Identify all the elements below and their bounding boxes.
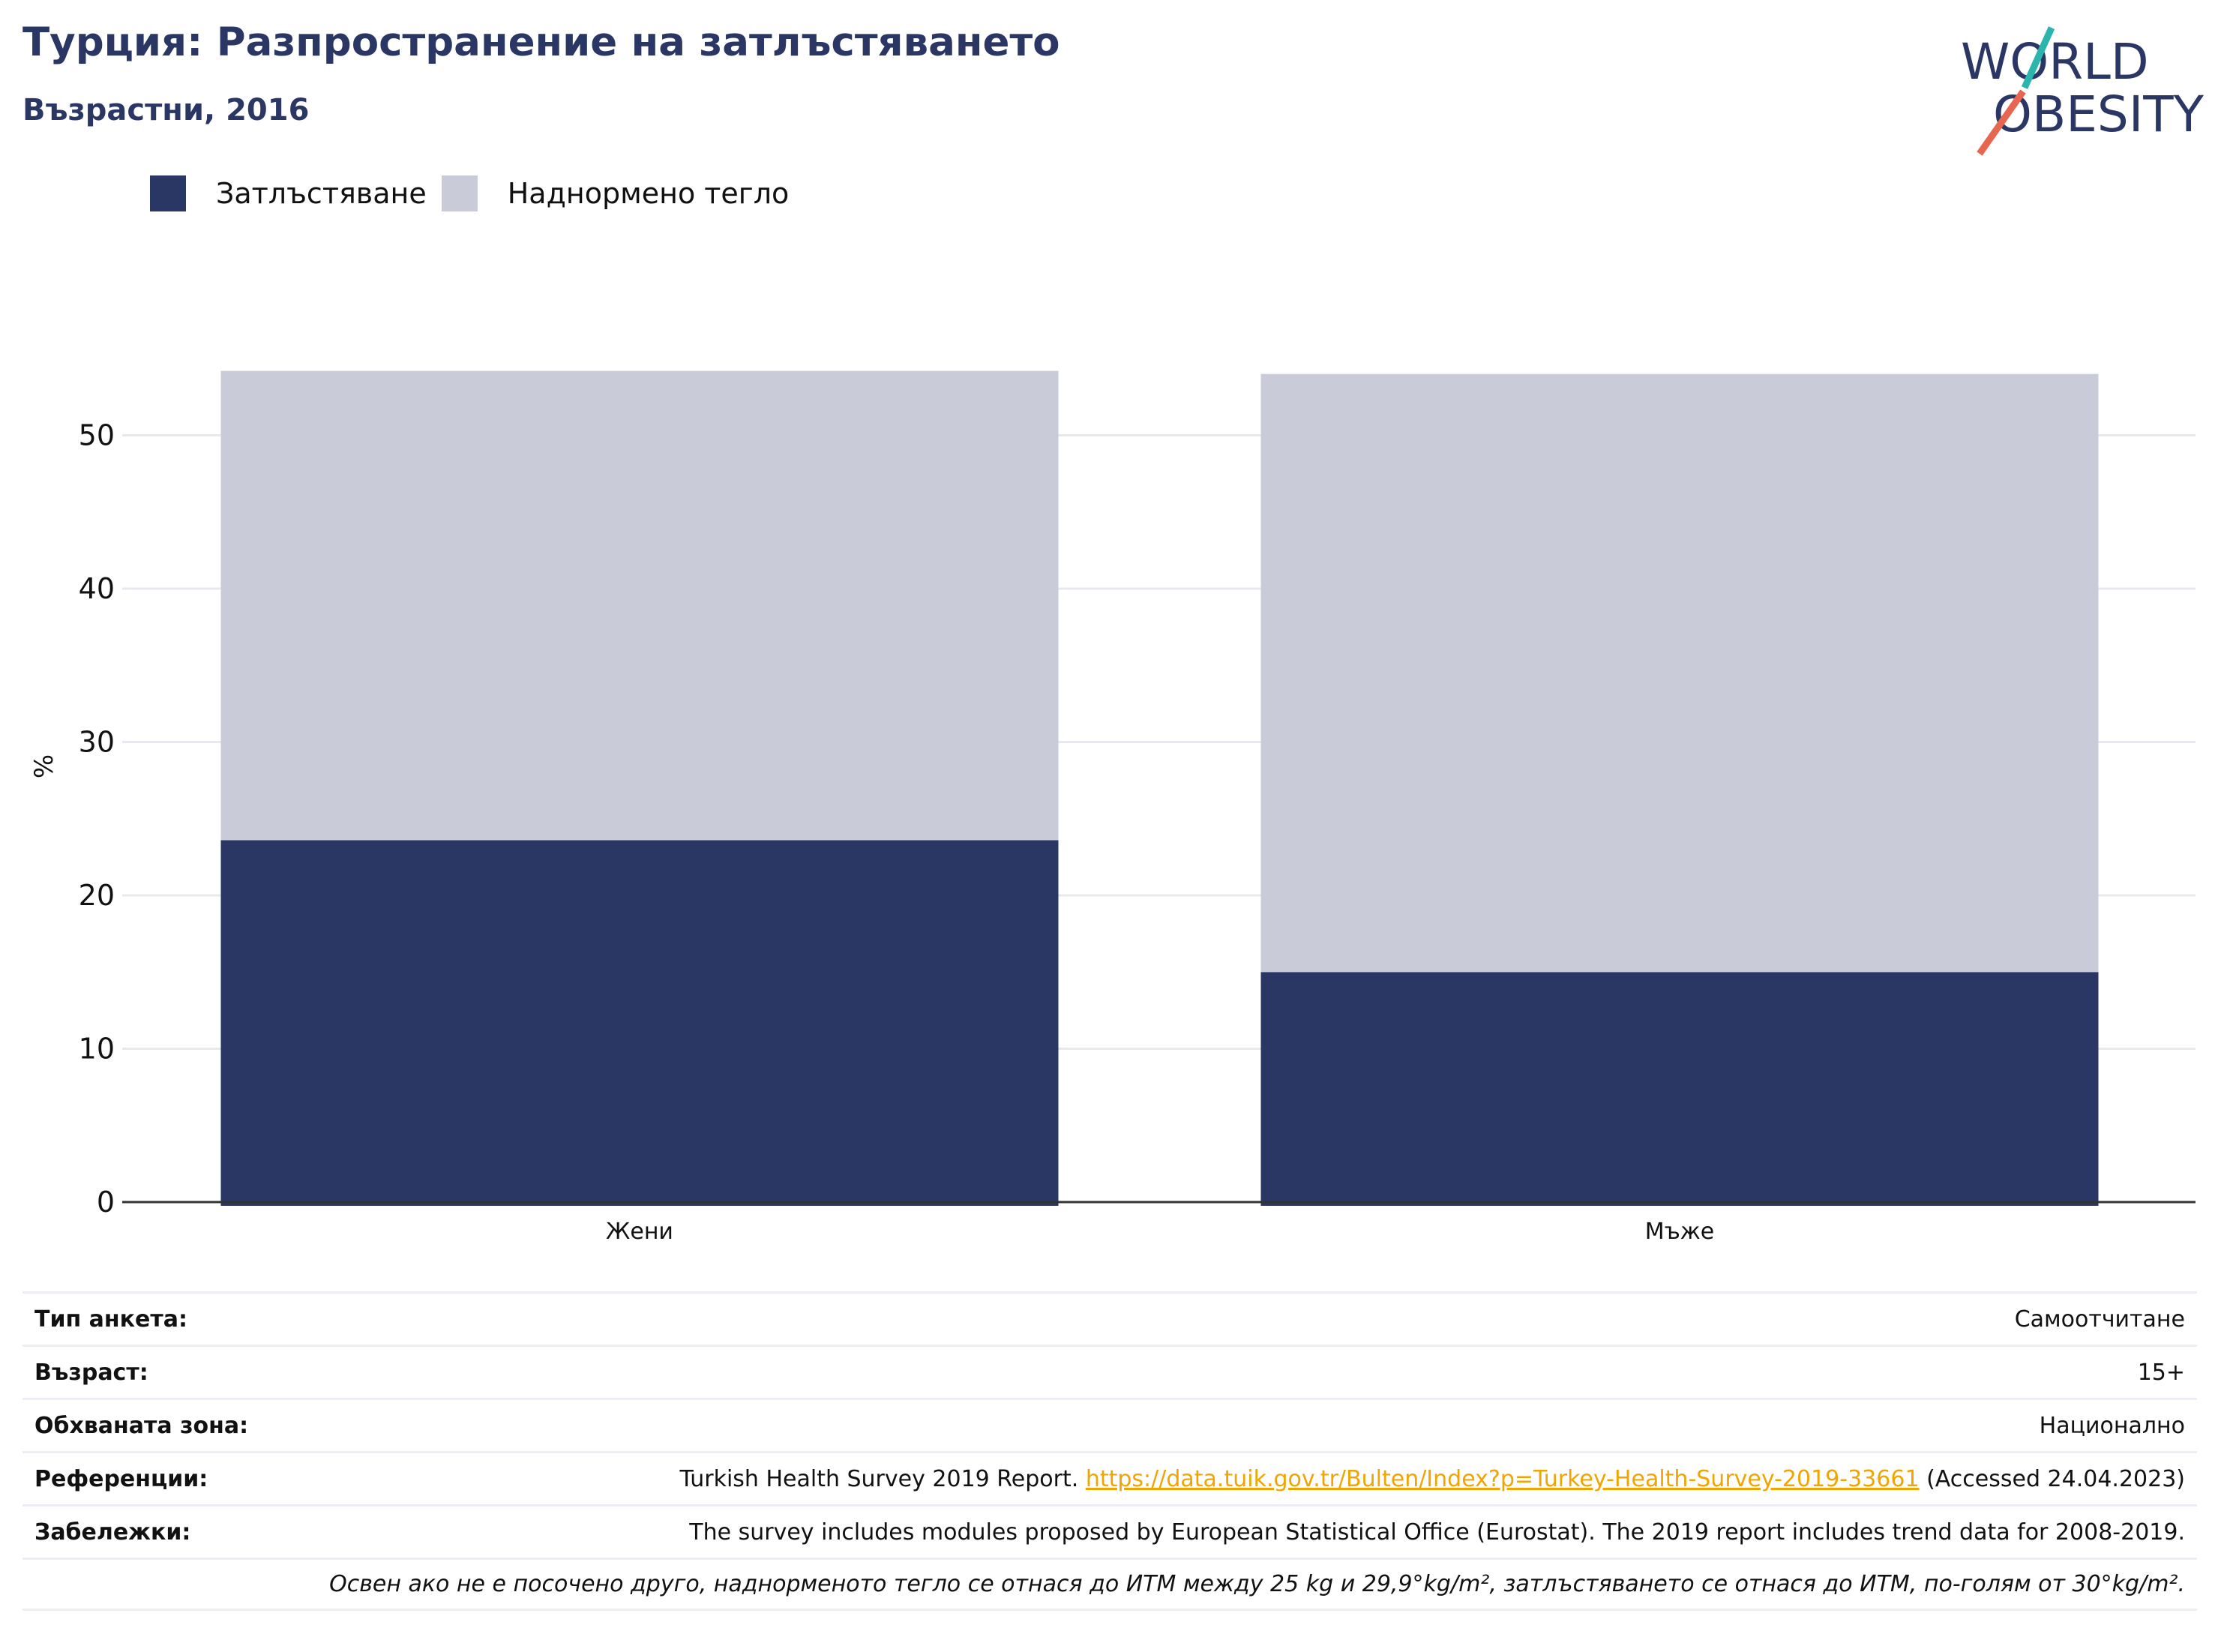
logo-word-obesity: OBESITY (1993, 85, 2205, 143)
legend-label-overweight: Наднормено тегло (507, 177, 790, 210)
y-tick-label: 10 (79, 1033, 115, 1066)
y-tick-label: 0 (97, 1186, 115, 1219)
x-tick-label: Мъже (1645, 1219, 1715, 1245)
reference-text: Turkish Health Survey 2019 Report. (679, 1465, 1079, 1492)
legend-item-obesity[interactable]: Затлъстяване (150, 175, 427, 211)
info-row-age: Възраст: 15+ (22, 1345, 2197, 1398)
area-label: Обхваната зона: (34, 1412, 249, 1439)
legend-item-overweight[interactable]: Наднормено тегло (441, 175, 790, 211)
references-label: Референции: (34, 1465, 208, 1492)
chart-subtitle: Възрастни, 2016 (22, 93, 310, 127)
legend: Затлъстяване Наднормено тегло (150, 172, 804, 214)
stacked-bar-chart: 0 10 20 30 40 50 Жени Мъже% (29, 370, 2196, 1245)
logo-slash-red (1977, 89, 2026, 156)
world-obesity-logo: WORLD OBESITY (1961, 26, 2205, 156)
chart-title: Турция: Разпространение на затлъстяванет… (22, 19, 1060, 65)
x-tick-label: Жени (606, 1219, 673, 1245)
info-table: Тип анкета: Самоотчитане Възраст: 15+ Об… (22, 1291, 2197, 1611)
age-label: Възраст: (34, 1359, 148, 1386)
axes: 0 10 20 30 40 50 Жени Мъже% (29, 419, 2196, 1245)
y-tick-label: 40 (79, 572, 115, 605)
notes-label: Забележки: (34, 1519, 191, 1546)
bar-obesity-1[interactable] (1260, 972, 2099, 1206)
legend-swatch-obesity (150, 175, 186, 211)
logo-word-world: WORLD (1961, 33, 2149, 91)
info-row-survey: Тип анкета: Самоотчитане (22, 1291, 2197, 1345)
bar-obesity-0[interactable] (220, 840, 1059, 1206)
y-tick-label: 20 (79, 879, 115, 912)
references-value: Turkish Health Survey 2019 Report. https… (679, 1466, 2185, 1492)
survey-type-label: Тип анкета: (34, 1306, 187, 1333)
info-row-footnote: Освен ако не е посочено друго, наднормен… (22, 1558, 2197, 1611)
reference-link[interactable]: https://data.tuik.gov.tr/Bulten/Index?p=… (1085, 1465, 1920, 1492)
footnote: Освен ако не е посочено друго, наднормен… (329, 1571, 2185, 1597)
area-value: Национално (2039, 1412, 2185, 1439)
notes-value: The survey includes modules proposed by … (689, 1519, 2185, 1546)
y-tick-label: 50 (79, 419, 115, 452)
info-row-area: Обхваната зона: Национално (22, 1398, 2197, 1451)
y-tick-label: 30 (79, 726, 115, 759)
bars (220, 370, 2099, 1206)
info-row-notes: Забележки: The survey includes modules p… (22, 1504, 2197, 1558)
logo-slash-teal (2021, 26, 2055, 89)
bar-overweight-1[interactable] (1260, 373, 2099, 973)
legend-label-obesity: Затлъстяване (216, 177, 427, 210)
bar-overweight-0[interactable] (220, 370, 1059, 841)
info-row-references: Референции: Turkish Health Survey 2019 R… (22, 1451, 2197, 1504)
y-axis-label: % (29, 754, 59, 778)
legend-swatch-overweight (441, 175, 478, 211)
survey-type-value: Самоотчитане (2014, 1306, 2185, 1333)
reference-accessed: (Accessed 24.04.2023) (1926, 1465, 2185, 1492)
age-value: 15+ (2137, 1359, 2185, 1386)
